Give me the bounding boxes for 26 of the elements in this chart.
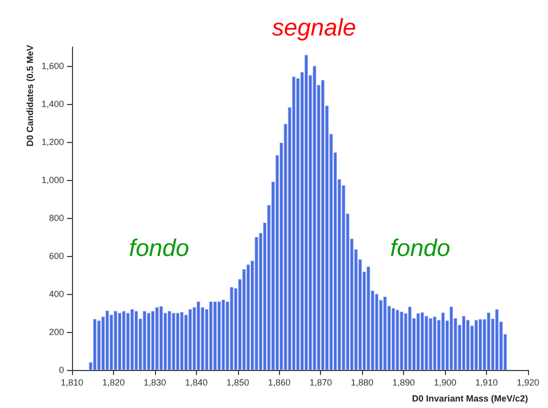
x-tick-label: 1,880 bbox=[350, 378, 374, 388]
text: segnale bbox=[272, 14, 356, 42]
annotation: fondo bbox=[390, 234, 450, 262]
x-tick-label: 1,840 bbox=[185, 378, 208, 388]
x-tick-label: 1,860 bbox=[268, 378, 291, 388]
x-tick-label: 1,870 bbox=[309, 378, 332, 388]
y-tick-label: 1,600 bbox=[41, 61, 64, 71]
x-tick-label: 1,810 bbox=[60, 378, 84, 388]
x-tick-label: 1,820 bbox=[102, 378, 125, 388]
x-tick-label: 1,830 bbox=[144, 378, 166, 388]
y-tick-label: 1,000 bbox=[41, 175, 64, 185]
y-tick-label: 400 bbox=[48, 289, 64, 299]
y-tick-label: 800 bbox=[48, 213, 64, 223]
x-tick-label: 1,890 bbox=[392, 378, 415, 388]
y-tick-label: 1,200 bbox=[41, 137, 64, 147]
x-tick-label: 1,910 bbox=[475, 378, 498, 388]
y-axis-title: D0 Candidates (0.5 MeV bbox=[25, 45, 35, 147]
y-tick-label: 600 bbox=[48, 251, 64, 261]
y-tick-label: 1,400 bbox=[41, 99, 64, 109]
x-tick-label: 1,900 bbox=[434, 378, 456, 388]
x-axis-title: D0 Invariant Mass (MeV/c2) bbox=[412, 394, 528, 404]
annotation: fondo bbox=[129, 234, 190, 262]
y-tick-label: 0 bbox=[58, 365, 64, 375]
x-tick-label: 1,920 bbox=[516, 378, 540, 388]
x-tick-label: 1,850 bbox=[226, 378, 250, 388]
y-tick-label: 200 bbox=[48, 327, 64, 337]
